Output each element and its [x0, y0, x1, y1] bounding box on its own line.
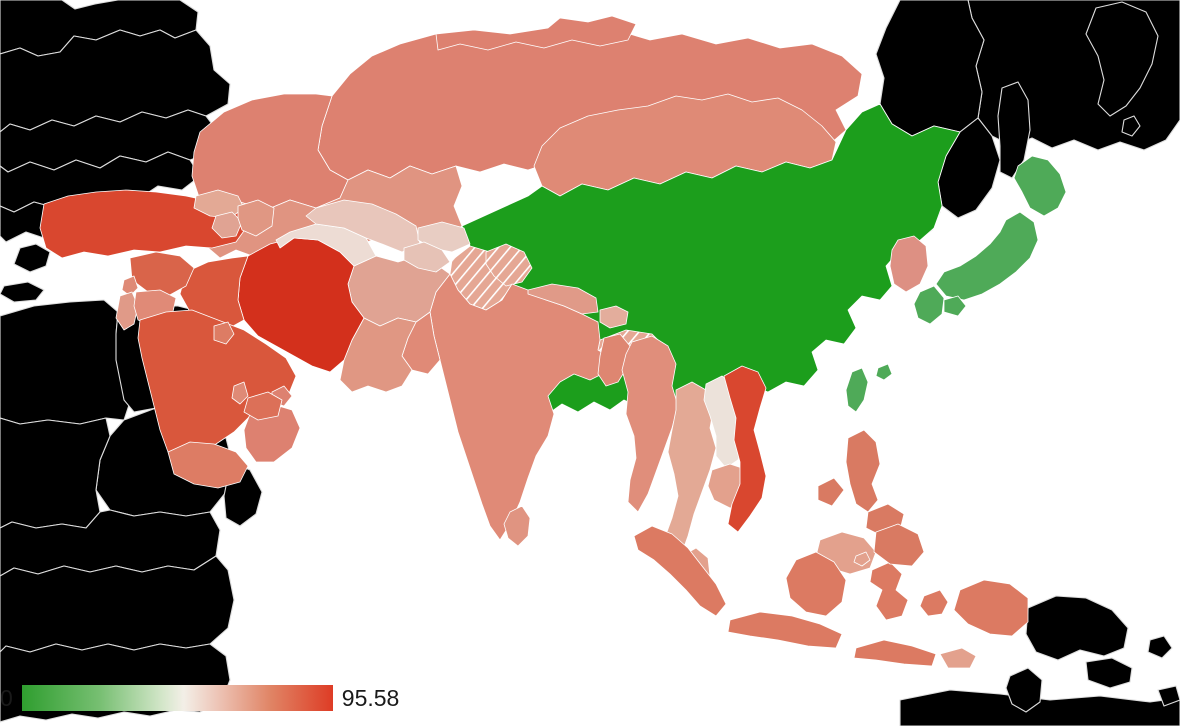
country-brunei[interactable]	[853, 551, 871, 567]
color-scale-legend[interactable]: 0 95.58	[0, 676, 430, 720]
legend-min-label: 0	[0, 684, 13, 711]
country-taiwan[interactable]	[845, 367, 869, 413]
legend-max-label: 95.58	[341, 684, 400, 711]
country-azerbaijan[interactable]	[237, 199, 275, 237]
country-saudi-arabia[interactable]	[137, 309, 297, 465]
country-philippines-palawan[interactable]	[817, 477, 845, 507]
country-japan-hokkaido[interactable]	[1013, 155, 1067, 217]
country-uae[interactable]	[243, 391, 283, 421]
disputed-aksai-chin[interactable]	[485, 243, 533, 287]
country-russia-north-edge[interactable]	[435, 15, 637, 51]
country-philippines-luzon[interactable]	[845, 429, 881, 513]
country-japan-okinawa[interactable]	[875, 363, 893, 381]
country-yemen[interactable]	[167, 441, 249, 489]
country-australia-north[interactable]	[899, 689, 1180, 726]
country-qatar[interactable]	[231, 381, 249, 405]
country-kuwait[interactable]	[213, 321, 235, 345]
country-south-korea[interactable]	[889, 235, 929, 293]
country-australia-cape[interactable]	[1005, 667, 1043, 713]
country-russia-amur[interactable]	[875, 0, 985, 137]
country-georgia[interactable]	[193, 189, 245, 219]
country-kyrgyzstan[interactable]	[417, 221, 471, 253]
country-indonesia-papua[interactable]	[953, 579, 1029, 637]
country-japan-shikoku[interactable]	[943, 295, 967, 317]
country-indonesia-sulawesi[interactable]	[869, 561, 909, 621]
country-indonesia-lesser-sunda[interactable]	[853, 639, 937, 667]
country-vietnam[interactable]	[723, 365, 767, 533]
country-armenia[interactable]	[211, 211, 243, 239]
country-nepal[interactable]	[527, 283, 599, 315]
country-indonesia-maluku[interactable]	[919, 589, 949, 617]
country-philippines-mindanao[interactable]	[873, 523, 925, 567]
country-indonesia-java[interactable]	[727, 611, 843, 649]
country-japan-kyushu[interactable]	[913, 285, 945, 325]
country-timor-leste[interactable]	[939, 647, 977, 669]
country-pakistan[interactable]	[339, 317, 417, 393]
country-lebanon[interactable]	[121, 275, 139, 297]
country-indonesia-sumatra[interactable]	[633, 525, 727, 617]
country-kurils[interactable]	[1121, 115, 1141, 137]
country-chad[interactable]	[0, 417, 111, 529]
data-countries[interactable]	[39, 15, 1067, 669]
country-aegean-islands[interactable]	[13, 243, 51, 273]
country-libya-egypt[interactable]	[0, 299, 131, 425]
country-syria[interactable]	[129, 251, 195, 297]
country-myanmar[interactable]	[621, 335, 679, 513]
country-japan-honshu[interactable]	[935, 211, 1039, 301]
country-uzbekistan[interactable]	[305, 199, 421, 253]
country-indonesia-kalimantan[interactable]	[785, 551, 847, 617]
country-sri-lanka[interactable]	[503, 505, 531, 547]
country-papua-new-guinea[interactable]	[1025, 595, 1129, 661]
country-bangladesh[interactable]	[597, 333, 631, 387]
country-png-east[interactable]	[1085, 657, 1133, 689]
country-bhutan[interactable]	[599, 305, 629, 329]
country-kamchatka[interactable]	[1085, 1, 1159, 117]
country-solomon-islands[interactable]	[1147, 635, 1173, 659]
country-israel[interactable]	[115, 291, 139, 331]
country-new-caledonia[interactable]	[1157, 685, 1180, 707]
country-tajikistan[interactable]	[403, 241, 451, 273]
legend-gradient-bar[interactable]	[21, 685, 333, 711]
country-crete[interactable]	[0, 281, 45, 303]
